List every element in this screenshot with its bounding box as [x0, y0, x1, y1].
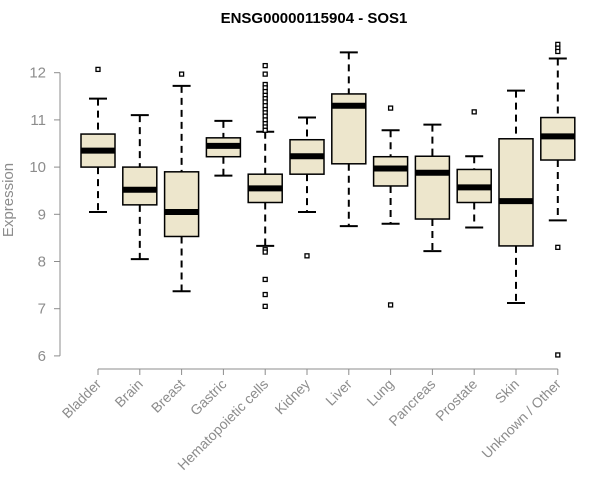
box-breast — [163, 71, 200, 293]
x-tick-label: Brain — [111, 376, 145, 410]
box-kidney — [289, 116, 325, 259]
outlier-point — [555, 48, 561, 55]
outlier-point — [304, 253, 310, 259]
outlier-point — [262, 291, 268, 298]
y-tick-label: 9 — [38, 206, 46, 223]
iqr-box — [498, 138, 534, 247]
outlier-point — [387, 302, 394, 308]
outlier-point — [262, 276, 268, 283]
y-tick-label: 8 — [38, 254, 46, 271]
iqr-box — [163, 171, 200, 238]
box-gastric — [205, 119, 242, 177]
outlier-point — [387, 105, 394, 111]
y-tick-label: 11 — [30, 112, 46, 129]
outlier-point — [262, 62, 268, 69]
box-unknown-other — [540, 41, 576, 358]
box-prostate — [456, 109, 492, 229]
outlier-point — [262, 71, 268, 77]
outlier-point — [471, 109, 477, 115]
x-tick-label: Bladder — [59, 376, 105, 422]
outlier-point — [555, 352, 561, 358]
x-tick-label: Kidney — [272, 376, 314, 418]
iqr-box — [122, 166, 158, 206]
x-tick-label: Unknown / Other — [478, 376, 564, 462]
y-tick-label: 6 — [38, 348, 46, 365]
box-brain — [122, 114, 158, 261]
box-liver — [331, 51, 367, 228]
outlier-point — [262, 249, 268, 255]
outlier-point — [555, 244, 561, 250]
y-tick-label: 12 — [29, 65, 46, 82]
outlier-point — [262, 303, 268, 309]
box-skin — [498, 89, 534, 305]
y-tick-label: 7 — [38, 301, 46, 318]
outlier-point — [95, 66, 101, 73]
box-bladder — [80, 66, 116, 213]
chart-title: ENSG00000115904 - SOS1 — [221, 10, 408, 27]
x-tick-label: Prostate — [432, 376, 480, 424]
x-tick-label: Breast — [148, 376, 188, 416]
outlier-point — [262, 127, 268, 133]
x-tick-label: Lung — [363, 376, 396, 409]
box-hematopoietic-cells — [247, 62, 283, 309]
x-tick-label: Liver — [322, 376, 355, 409]
box-lung — [372, 105, 409, 308]
y-tick-label: 10 — [29, 159, 46, 176]
iqr-box — [414, 155, 451, 220]
x-tick-label: Skin — [492, 376, 523, 407]
y-axis-label: Expression — [0, 163, 17, 237]
outlier-point — [178, 71, 185, 77]
box-pancreas — [414, 123, 451, 253]
